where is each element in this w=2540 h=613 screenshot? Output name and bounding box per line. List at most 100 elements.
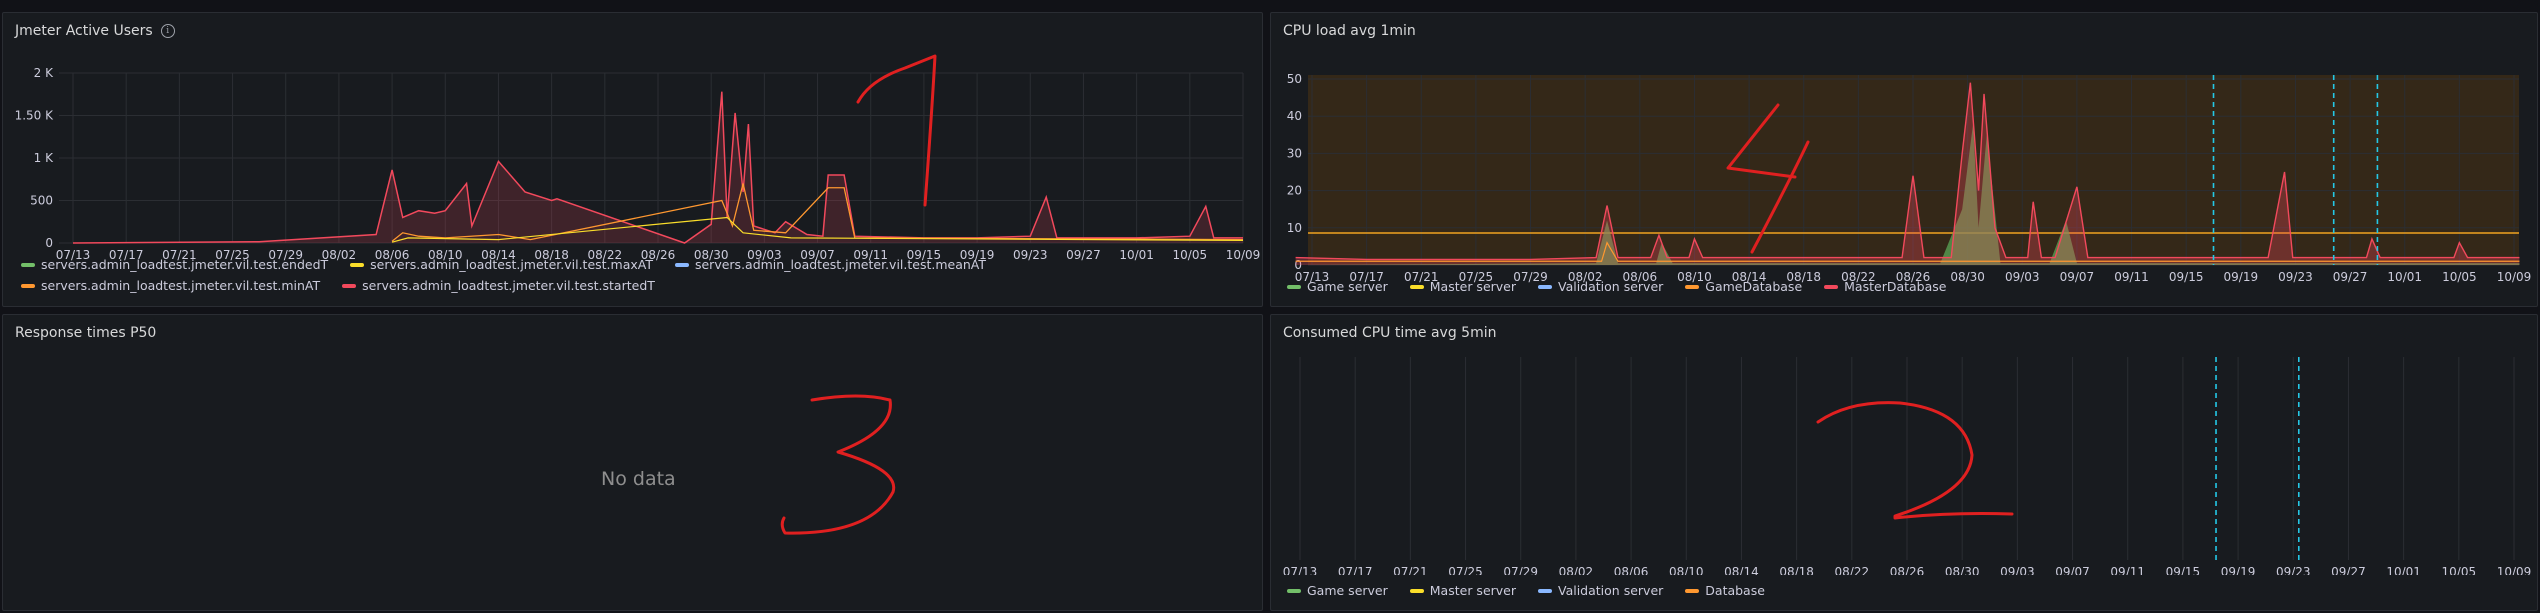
panel-title-jmeter[interactable]: Jmeter Active Users i <box>15 23 175 39</box>
cpu-load-legend: Game server Master server Validation serve… <box>1287 279 2517 294</box>
legend-label: Game server <box>1307 279 1388 294</box>
legend-swatch <box>1409 284 1424 289</box>
legend-swatch <box>1287 588 1301 593</box>
jmeter-x-tick: 07/21 <box>162 248 197 262</box>
cpu-x-tick: 09/23 <box>2278 270 2313 283</box>
legend-swatch <box>1538 588 1552 593</box>
consumed-x-tick: 08/10 <box>1669 565 1704 575</box>
master-database-area <box>1295 82 2520 265</box>
consumed-x-tick: 08/18 <box>1779 565 1814 575</box>
cpu-load-panel[interactable]: CPU load avg 1min 0 10 20 30 40 50 07/13 07/17 0… <box>1270 12 2538 307</box>
jmeter-x-tick: 10/09 <box>1226 248 1261 262</box>
jmeter-active-users-panel[interactable]: Jmeter Active Users i 0 500 1 K 1.50 K 2 K 07… <box>2 12 1263 307</box>
consumed-x-tick: 08/14 <box>1724 565 1759 575</box>
jmeter-x-tick: 07/13 <box>56 248 91 262</box>
cpu-x-tick: 09/15 <box>2169 270 2204 283</box>
legend-swatch <box>1409 588 1424 593</box>
jmeter-legend-item[interactable]: servers.admin_loadtest.jmeter.vil.test.s… <box>342 278 655 293</box>
legend-label: servers.admin_loadtest.jmeter.vil.test.m… <box>370 257 653 272</box>
jmeter-x-tick: 09/11 <box>853 248 888 262</box>
jmeter-y-tick: 1 K <box>34 151 54 165</box>
consumed-x-tick: 09/03 <box>2000 565 2035 575</box>
cpu-x-tick: 09/19 <box>2224 270 2259 283</box>
consumed-legend-item[interactable]: Database <box>1685 583 1765 598</box>
cpu-legend-item[interactable]: Game server <box>1287 279 1388 294</box>
consumed-x-tick: 07/17 <box>1338 565 1373 575</box>
consumed-x-tick: 07/13 <box>1283 565 1318 575</box>
jmeter-x-tick: 08/10 <box>428 248 463 262</box>
legend-label: Database <box>1705 583 1765 598</box>
cpu-x-tick: 08/06 <box>1623 270 1658 283</box>
consumed-legend-item[interactable]: Game server <box>1287 583 1388 598</box>
consumed-x-tick: 10/05 <box>2442 565 2477 575</box>
consumed-cpu-chart[interactable]: 07/13 07/17 07/21 07/25 07/29 08/02 08/06 08/10… <box>1271 315 2538 575</box>
jmeter-x-tick: 08/14 <box>481 248 516 262</box>
consumed-x-tick: 09/27 <box>2331 565 2366 575</box>
cpu-x-tick: 07/21 <box>1404 270 1439 283</box>
jmeter-legend-item[interactable]: servers.admin_loadtest.jmeter.vil.test.m… <box>21 278 320 293</box>
consumed-x-tick: 09/15 <box>2166 565 2201 575</box>
response-times-panel[interactable]: Response times P50 No data <box>2 314 1263 611</box>
jmeter-legend-item[interactable]: servers.admin_loadtest.jmeter.vil.test.e… <box>21 257 328 272</box>
legend-swatch <box>1824 284 1839 289</box>
jmeter-x-tick: 09/07 <box>800 248 835 262</box>
jmeter-y-tick: 1.50 K <box>15 109 55 123</box>
info-circle-icon[interactable]: i <box>160 24 175 38</box>
cpu-x-tick: 08/18 <box>1786 270 1821 283</box>
jmeter-x-tick: 07/25 <box>215 248 250 262</box>
minAT-series-line <box>391 183 1244 242</box>
jmeter-x-tick: 08/02 <box>322 248 357 262</box>
jmeter-x-tick: 08/22 <box>588 248 623 262</box>
consumed-x-tick: 08/06 <box>1614 565 1649 575</box>
cpu-x-tick: 07/13 <box>1295 270 1330 283</box>
cpu-x-tick: 10/05 <box>2442 270 2477 283</box>
consumed-cpu-legend: Game server Master server Validation serve… <box>1287 583 2517 598</box>
consumed-x-tick: 10/09 <box>2497 565 2532 575</box>
startedT-series-line <box>72 91 1243 244</box>
legend-label: servers.admin_loadtest.jmeter.vil.test.m… <box>41 278 321 293</box>
cpu-legend-item[interactable]: MasterDatabase <box>1824 279 1946 294</box>
jmeter-x-tick: 10/05 <box>1173 248 1208 262</box>
jmeter-legend-item[interactable]: servers.admin_loadtest.jmeter.vil.test.m… <box>350 257 653 272</box>
panel-title-consumed[interactable]: Consumed CPU time avg 5min <box>1283 325 1497 341</box>
jmeter-y-tick: 2 K <box>34 66 54 80</box>
cpu-x-tick: 07/25 <box>1459 270 1494 283</box>
jmeter-x-tick: 07/29 <box>268 248 303 262</box>
consumed-x-tick: 08/02 <box>1559 565 1594 575</box>
jmeter-legend-item[interactable]: servers.admin_loadtest.jmeter.vil.test.m… <box>674 257 987 272</box>
cpu-x-tick: 07/17 <box>1349 270 1384 283</box>
legend-label: GameDatabase <box>1705 279 1803 294</box>
cpu-x-tick: 07/29 <box>1513 270 1548 283</box>
jmeter-x-tick: 08/18 <box>534 248 569 262</box>
legend-swatch <box>1538 284 1552 289</box>
legend-label: servers.admin_loadtest.jmeter.vil.test.m… <box>694 257 987 272</box>
consumed-legend-item[interactable]: Master server <box>1409 583 1516 598</box>
jmeter-x-tick: 09/15 <box>907 248 942 262</box>
consumed-cpu-panel[interactable]: Consumed CPU time avg 5min 07/13 07/17 07/… <box>1270 314 2538 611</box>
jmeter-x-tick: 08/26 <box>641 248 676 262</box>
cpu-legend-item[interactable]: Master server <box>1409 279 1516 294</box>
cpu-y-tick: 40 <box>1287 109 1302 123</box>
game-database-series-line <box>1295 241 2520 262</box>
jmeter-legend: servers.admin_loadtest.jmeter.vil.test.e… <box>21 257 1251 293</box>
cpu-x-tick: 09/07 <box>2060 270 2095 283</box>
cpu-x-tick: 08/30 <box>1950 270 1985 283</box>
maxAT-series-line <box>391 216 1244 243</box>
consumed-x-tick: 07/25 <box>1448 565 1483 575</box>
cpu-y-tick: 20 <box>1287 184 1302 198</box>
legend-label: servers.admin_loadtest.jmeter.vil.test.e… <box>41 257 329 272</box>
cpu-x-tick: 10/01 <box>2387 270 2422 283</box>
panel-title-cpu-load[interactable]: CPU load avg 1min <box>1283 23 1416 39</box>
legend-label: Game server <box>1307 583 1388 598</box>
panel-title-response[interactable]: Response times P50 <box>15 325 157 341</box>
legend-swatch <box>350 262 365 267</box>
cpu-legend-item[interactable]: GameDatabase <box>1685 279 1802 294</box>
cpu-legend-item[interactable]: Validation server <box>1538 279 1663 294</box>
jmeter-x-tick: 10/01 <box>1119 248 1154 262</box>
jmeter-x-tick: 09/23 <box>1013 248 1048 262</box>
jmeter-x-tick: 09/27 <box>1066 248 1101 262</box>
legend-swatch <box>21 262 35 267</box>
jmeter-chart[interactable]: 0 500 1 K 1.50 K 2 K 07/13 07/17 07/21 07/25 07/2… <box>3 43 1263 283</box>
consumed-legend-item[interactable]: Validation server <box>1538 583 1663 598</box>
